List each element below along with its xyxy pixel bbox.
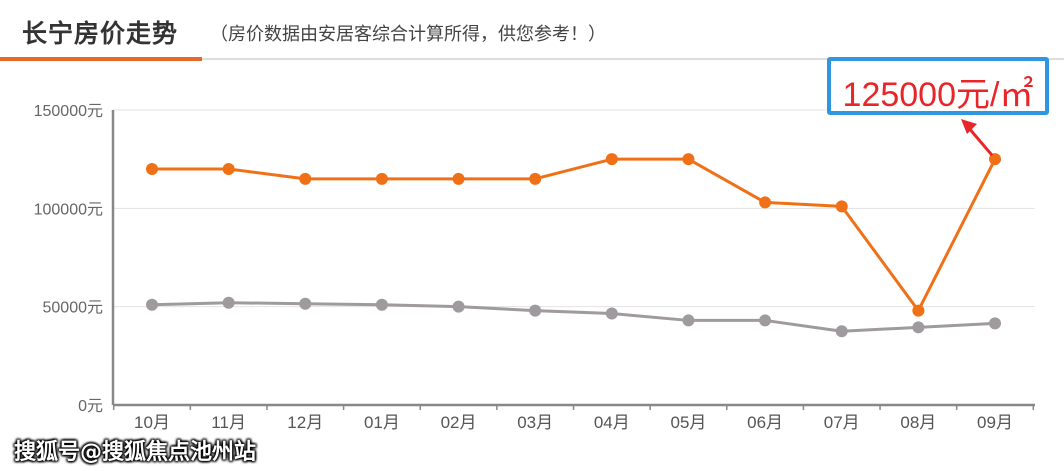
series-lines [151,157,997,333]
data-point [529,304,542,317]
y-tick-label: 50000元 [43,300,104,317]
data-point [529,172,542,185]
callout-arrow [961,119,994,157]
x-tick-label: 05月 [670,413,706,432]
data-point [222,163,235,175]
data-point [375,172,388,185]
page-title: 长宁房价走势 [22,19,179,48]
x-tick-label: 03月 [517,413,553,432]
x-tick-label: 12月 [287,413,323,432]
data-point [682,314,695,327]
data-point [452,172,465,185]
watermark-text: 搜狐号@搜狐焦点池州站 [14,440,257,465]
data-point [452,300,465,313]
data-point [759,196,772,209]
x-tick-label: 01月 [364,413,400,432]
data-point [835,325,848,338]
data-point [989,317,1001,330]
y-tick-label: 100000元 [34,201,103,218]
header-accent-bar [0,57,202,61]
page-subtitle: （房价数据由安居客综合计算所得，供您参考！） [210,24,606,45]
data-point [299,172,312,185]
x-tick-label: 06月 [747,413,783,432]
y-axis-labels: 0元 50000元 100000元 150000元 [34,103,103,415]
arrow-head [961,119,977,134]
y-tick-label: 150000元 [34,103,103,120]
x-tick-label: 04月 [594,413,630,432]
data-point [835,200,848,213]
data-point [146,298,158,311]
price-callout: 125000元/㎡ [827,57,1049,115]
data-point [759,314,772,327]
header-divider [0,58,1064,60]
x-tick-label: 02月 [441,413,477,432]
data-point [222,296,235,309]
data-point [375,298,388,311]
data-point [146,163,158,175]
chart-axes [111,110,1035,410]
x-tick-label: 08月 [900,413,936,432]
series-line-1 [152,157,997,313]
x-axis-labels: 10月 11月 12月 01月 02月 03月 04月 05月 06月 07月 08月 09月 [134,413,1013,432]
y-tick-label: 0元 [78,398,103,415]
chart-header: 长宁房价走势 （房价数据由安居客综合计算所得，供您参考！） [0,0,1064,62]
arrow-shaft [966,126,994,157]
x-tick-label: 09月 [977,413,1013,432]
data-point [912,321,925,334]
grid-lines [113,109,1035,308]
data-point [682,153,695,166]
data-point [299,297,312,310]
x-tick-label: 07月 [824,413,860,432]
x-tick-label: 10月 [134,413,170,432]
callout-price-text: 125000元/㎡ [842,76,1034,114]
series-points [146,153,1001,338]
data-point [605,153,618,166]
x-tick-label: 11月 [211,413,246,432]
data-point [605,307,618,320]
series-line-2 [151,301,996,333]
data-point [989,153,1001,166]
data-point [912,304,925,317]
